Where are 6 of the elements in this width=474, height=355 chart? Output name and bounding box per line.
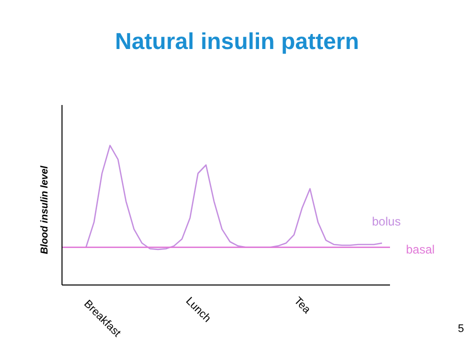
text: 5 — [458, 323, 464, 335]
series-label: basal — [406, 242, 435, 256]
series-label: bolus — [372, 214, 401, 229]
x-tick-label: Tea — [292, 295, 314, 317]
chart-title: Natural insulin pattern — [114, 28, 360, 55]
y-axis-title: Blood insulin level — [40, 166, 51, 254]
